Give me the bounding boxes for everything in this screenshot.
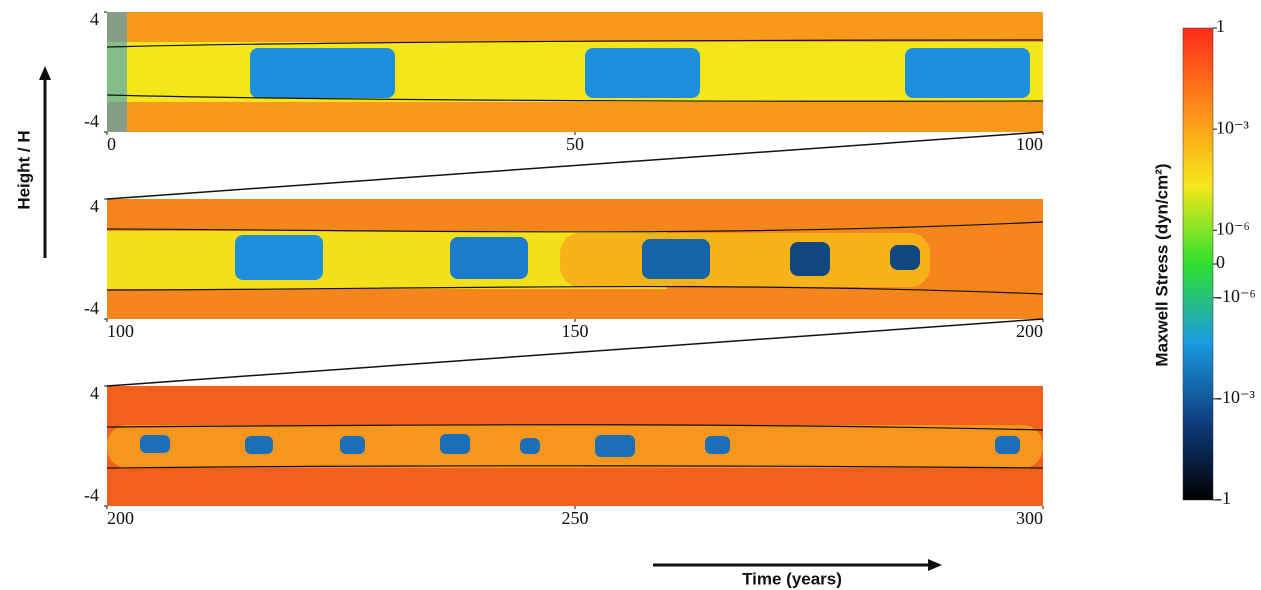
y-tick-label: 4 — [90, 9, 99, 29]
connector — [106, 318, 1044, 387]
colorbar-tick-label: 0 — [1216, 252, 1225, 272]
colorbar-label: Maxwell Stress (dyn/cm²) — [1152, 163, 1171, 366]
x-tick-label: 200 — [107, 508, 134, 528]
panel-field — [106, 199, 1044, 319]
x-tick-label: 100 — [1016, 134, 1043, 154]
x-arrow-head — [928, 559, 942, 571]
colorbar-tick-label: 10⁻³ — [1216, 117, 1250, 137]
y-tick-label: -4 — [84, 111, 99, 131]
x-tick-label: 150 — [562, 321, 589, 341]
x-tick-label: 0 — [107, 134, 116, 154]
x-axis-label: Time (years) — [742, 569, 842, 588]
y-tick-label: -4 — [84, 298, 99, 318]
colorbar-tick-label: -1 — [1216, 488, 1231, 508]
x-tick-label: 200 — [1016, 321, 1043, 341]
y-tick-label: 4 — [90, 196, 99, 216]
x-tick-label: 250 — [562, 508, 589, 528]
panel-field — [106, 12, 1044, 132]
y-arrow-head — [39, 66, 51, 80]
colorbar-tick-label: -10⁻⁶ — [1216, 286, 1256, 306]
colorbar — [1182, 27, 1214, 501]
x-tick-label: 100 — [107, 321, 134, 341]
colorbar-tick-label: 10⁻⁶ — [1216, 218, 1250, 238]
x-tick-label: 300 — [1016, 508, 1043, 528]
panel-field — [106, 386, 1044, 506]
y-tick-label: 4 — [90, 383, 99, 403]
y-axis-label: Height / H — [14, 130, 33, 209]
colorbar-tick-label: 1 — [1216, 16, 1225, 36]
connector — [106, 131, 1044, 200]
x-tick-label: 50 — [566, 134, 584, 154]
y-tick-label: -4 — [84, 485, 99, 505]
colorbar-tick-label: -10⁻³ — [1216, 387, 1255, 407]
